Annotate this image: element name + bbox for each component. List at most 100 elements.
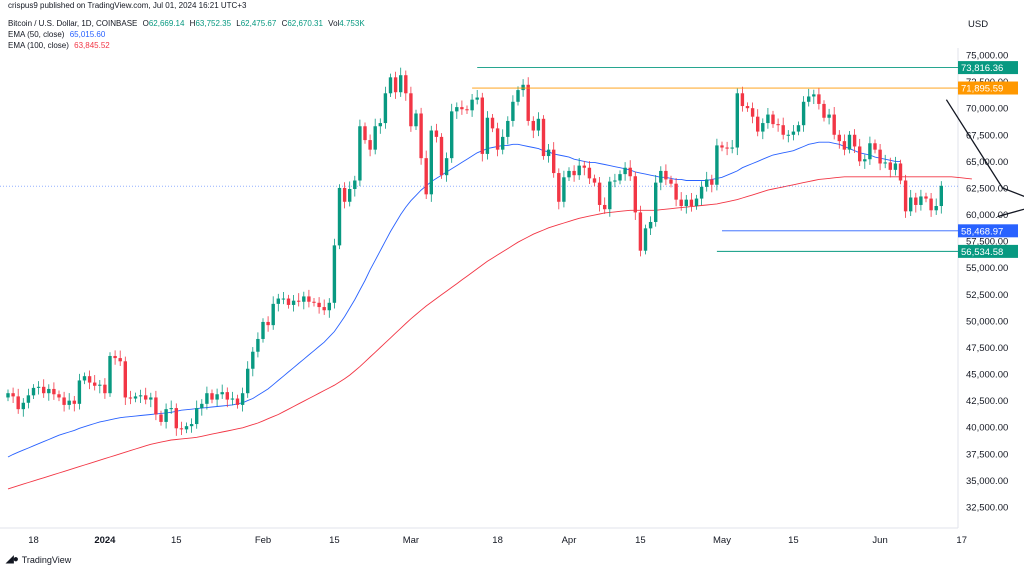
- candle-body: [771, 114, 775, 125]
- candle-body: [546, 149, 551, 157]
- candle-body: [501, 136, 505, 150]
- candle-body: [11, 393, 15, 397]
- open-value: 62,669.14: [148, 19, 185, 28]
- candle-body: [363, 126, 367, 141]
- candle-body: [271, 303, 275, 326]
- candle-body: [189, 424, 194, 427]
- candle-body: [919, 196, 923, 205]
- candle-body: [16, 396, 20, 410]
- candle-body: [317, 302, 321, 308]
- y-tick-label: 45,000.00: [966, 370, 1008, 381]
- candle-body: [715, 145, 719, 185]
- candle-body: [801, 101, 806, 126]
- y-tick-label: 47,500.00: [966, 343, 1008, 354]
- candle-body: [669, 179, 673, 184]
- candle-body: [786, 134, 790, 136]
- candle-body: [225, 392, 229, 400]
- candle-body: [694, 198, 699, 207]
- candle-body: [827, 114, 831, 118]
- candle-body: [72, 400, 76, 404]
- ema100-legend[interactable]: EMA (100, close) 63,845.52: [8, 41, 113, 50]
- y-tick-label: 35,000.00: [966, 476, 1008, 487]
- candle-body: [832, 114, 836, 135]
- candle-body: [516, 90, 520, 102]
- candle-body: [327, 302, 331, 311]
- candle-body: [444, 158, 449, 176]
- candle-body: [495, 128, 500, 150]
- candle-body: [766, 114, 770, 124]
- candle-body: [439, 136, 444, 176]
- x-tick-label: 17: [956, 535, 967, 546]
- candle-body: [455, 107, 459, 112]
- y-tick-label: 55,000.00: [966, 263, 1008, 274]
- candle-body: [144, 395, 148, 400]
- candle-body: [603, 204, 607, 210]
- ema50-value: 65,015.60: [69, 30, 106, 39]
- candle-body: [450, 111, 454, 159]
- candle-body: [730, 147, 734, 149]
- candle-body: [480, 97, 484, 154]
- ema50-legend[interactable]: EMA (50, close) 65,015.60: [8, 30, 108, 39]
- candle-body: [868, 143, 872, 160]
- candle-body: [174, 408, 178, 429]
- candle-body: [113, 355, 117, 359]
- y-tick-label: 52,500.00: [966, 290, 1008, 301]
- level-price-tag: [958, 81, 1018, 95]
- candle-body: [393, 77, 398, 93]
- candle-body: [210, 393, 214, 400]
- candle-body: [312, 301, 316, 303]
- symbol-legend: Bitcoin / U.S. Dollar, 1D, COINBASE O62,…: [8, 19, 368, 28]
- candles-group: [6, 67, 943, 436]
- candle-body: [587, 167, 592, 179]
- x-tick-label: 15: [171, 535, 182, 546]
- candle-body: [618, 174, 622, 181]
- candle-body: [710, 179, 714, 185]
- candle-body: [643, 228, 648, 251]
- x-tick-label: 15: [635, 535, 646, 546]
- currency-label[interactable]: USD: [968, 19, 989, 30]
- candle-body: [414, 113, 418, 127]
- candle-body: [689, 199, 694, 207]
- candle-body: [608, 181, 612, 210]
- candle-body: [465, 109, 469, 111]
- y-tick-label: 42,500.00: [966, 396, 1008, 407]
- candle-body: [817, 94, 821, 104]
- candle-body: [511, 101, 515, 121]
- candle-body: [220, 392, 224, 395]
- candle-body: [82, 376, 87, 381]
- close-label: C: [281, 19, 288, 28]
- candle-body: [348, 189, 352, 202]
- candle-body: [26, 395, 31, 403]
- candle-body: [281, 298, 286, 300]
- candle-body: [251, 351, 255, 369]
- candle-body: [424, 158, 428, 195]
- candle-body: [31, 387, 36, 396]
- candle-body: [195, 408, 199, 425]
- tradingview-brand: TradingView: [21, 554, 72, 565]
- y-tick-label: 67,500.00: [966, 130, 1008, 141]
- x-tick-label: 2024: [94, 535, 116, 546]
- candle-body: [368, 140, 372, 150]
- candle-body: [929, 198, 933, 211]
- candle-body: [378, 123, 382, 127]
- y-tick-label: 70,000.00: [966, 104, 1008, 115]
- candle-body: [745, 106, 750, 109]
- candle-body: [256, 338, 260, 352]
- candle-body: [613, 180, 617, 182]
- candle-body: [93, 382, 97, 386]
- candle-body: [409, 93, 413, 127]
- candle-body: [725, 147, 729, 149]
- symbol-name[interactable]: Bitcoin / U.S. Dollar, 1D, COINBASE: [8, 19, 138, 28]
- candle-body: [735, 93, 739, 148]
- candle-body: [898, 163, 903, 181]
- candle-body: [847, 134, 852, 150]
- level-price-label: 73,816.36: [961, 63, 1003, 74]
- candle-body: [822, 103, 826, 118]
- candle-body: [62, 397, 66, 405]
- level-price-label: 56,534.58: [961, 247, 1003, 258]
- candle-body: [893, 163, 898, 170]
- x-tick-label: 15: [329, 535, 340, 546]
- candle-body: [332, 245, 337, 303]
- candle-body: [240, 393, 245, 405]
